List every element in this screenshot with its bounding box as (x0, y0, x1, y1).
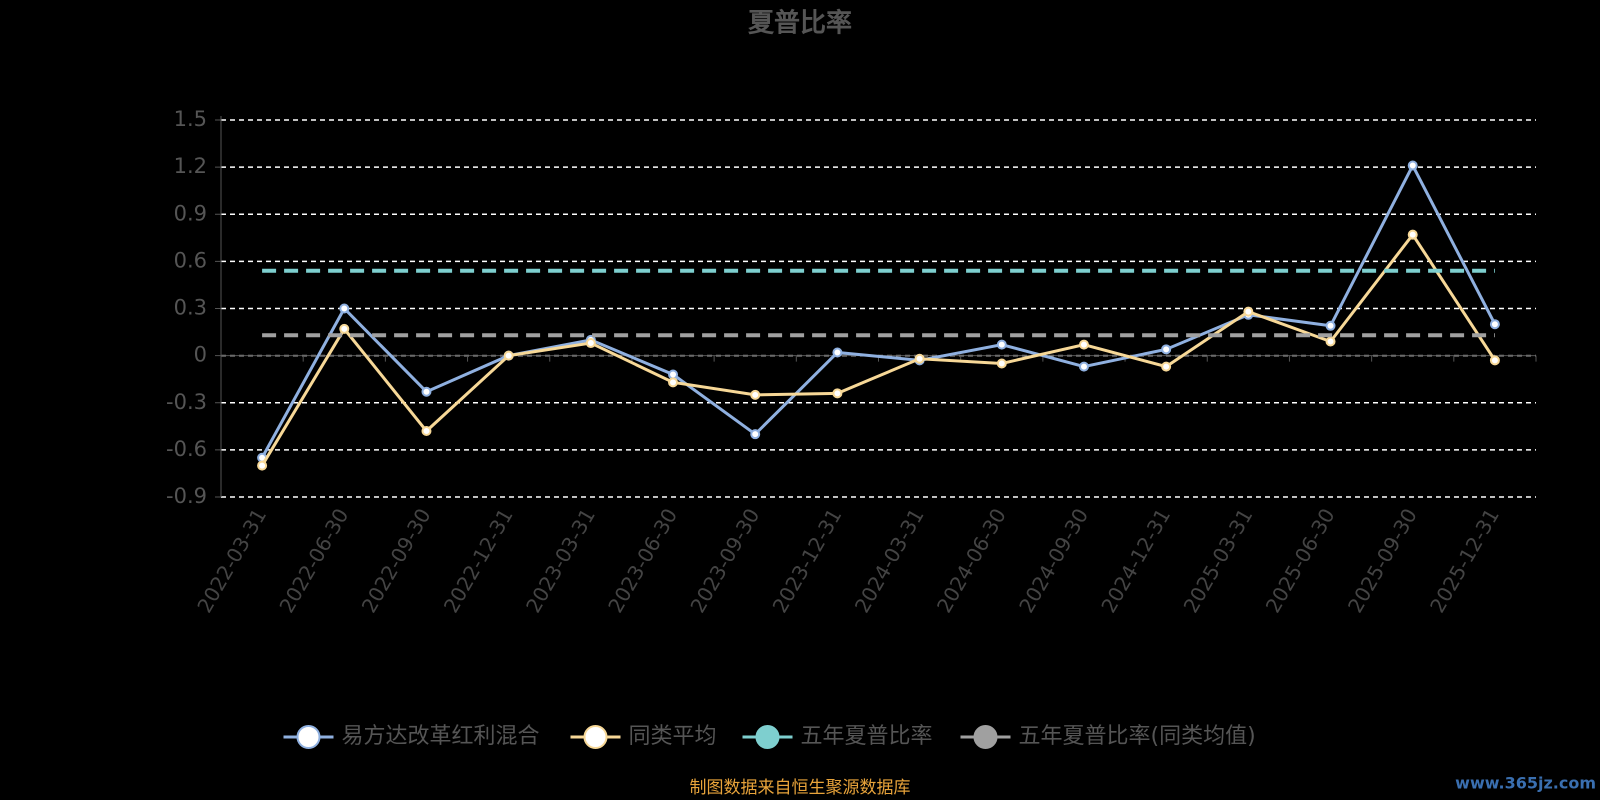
data-point (421, 386, 432, 397)
y-tick-label: 1.2 (174, 154, 207, 178)
data-point (996, 339, 1007, 350)
data-point (339, 303, 350, 314)
data-point (1078, 339, 1089, 350)
series-line (260, 232, 1497, 467)
y-tick-label: -0.9 (166, 484, 207, 508)
y-tick-label: 0.3 (174, 296, 207, 320)
data-point (832, 347, 843, 358)
data-point (421, 426, 432, 437)
data-point (832, 388, 843, 399)
data-point (914, 353, 925, 364)
data-point (750, 429, 761, 440)
data-point (503, 350, 514, 361)
y-tick-label: 0.9 (174, 201, 207, 225)
data-point (1161, 344, 1172, 355)
y-tick-label: -0.6 (166, 437, 207, 461)
y-tick-label: 0 (194, 343, 207, 367)
y-tick-label: 1.5 (174, 107, 207, 131)
data-point (257, 460, 268, 471)
legend-label: 易方达改革红利混合 (342, 724, 540, 749)
data-point (668, 369, 679, 380)
legend-label: 五年夏普比率 (801, 724, 933, 749)
data-point (1325, 320, 1336, 331)
series-line (260, 162, 1497, 459)
data-point (1407, 160, 1418, 171)
legend-marker (583, 725, 608, 749)
data-point (750, 389, 761, 400)
data-point (1243, 306, 1254, 317)
data-point (1489, 319, 1500, 330)
data-point (996, 358, 1007, 369)
legend-label: 同类平均 (629, 724, 717, 749)
source-note: 制图数据来自恒生聚源数据库 (690, 778, 911, 798)
watermark: www.365jz.com (1455, 774, 1596, 793)
legend-marker (755, 725, 780, 749)
y-tick-label: -0.3 (166, 390, 207, 414)
legend-marker (296, 725, 321, 749)
data-point (585, 338, 596, 349)
data-point (339, 323, 350, 334)
data-point (1325, 336, 1336, 347)
data-point (1161, 361, 1172, 372)
y-tick-label: 0.6 (174, 248, 207, 272)
legend-marker (973, 725, 998, 749)
chart-title: 夏普比率 (748, 8, 852, 39)
data-point (1489, 355, 1500, 366)
data-point (1078, 361, 1089, 372)
data-point (1407, 229, 1418, 240)
legend-label: 五年夏普比率(同类均值) (1019, 724, 1256, 749)
data-point (668, 377, 679, 388)
